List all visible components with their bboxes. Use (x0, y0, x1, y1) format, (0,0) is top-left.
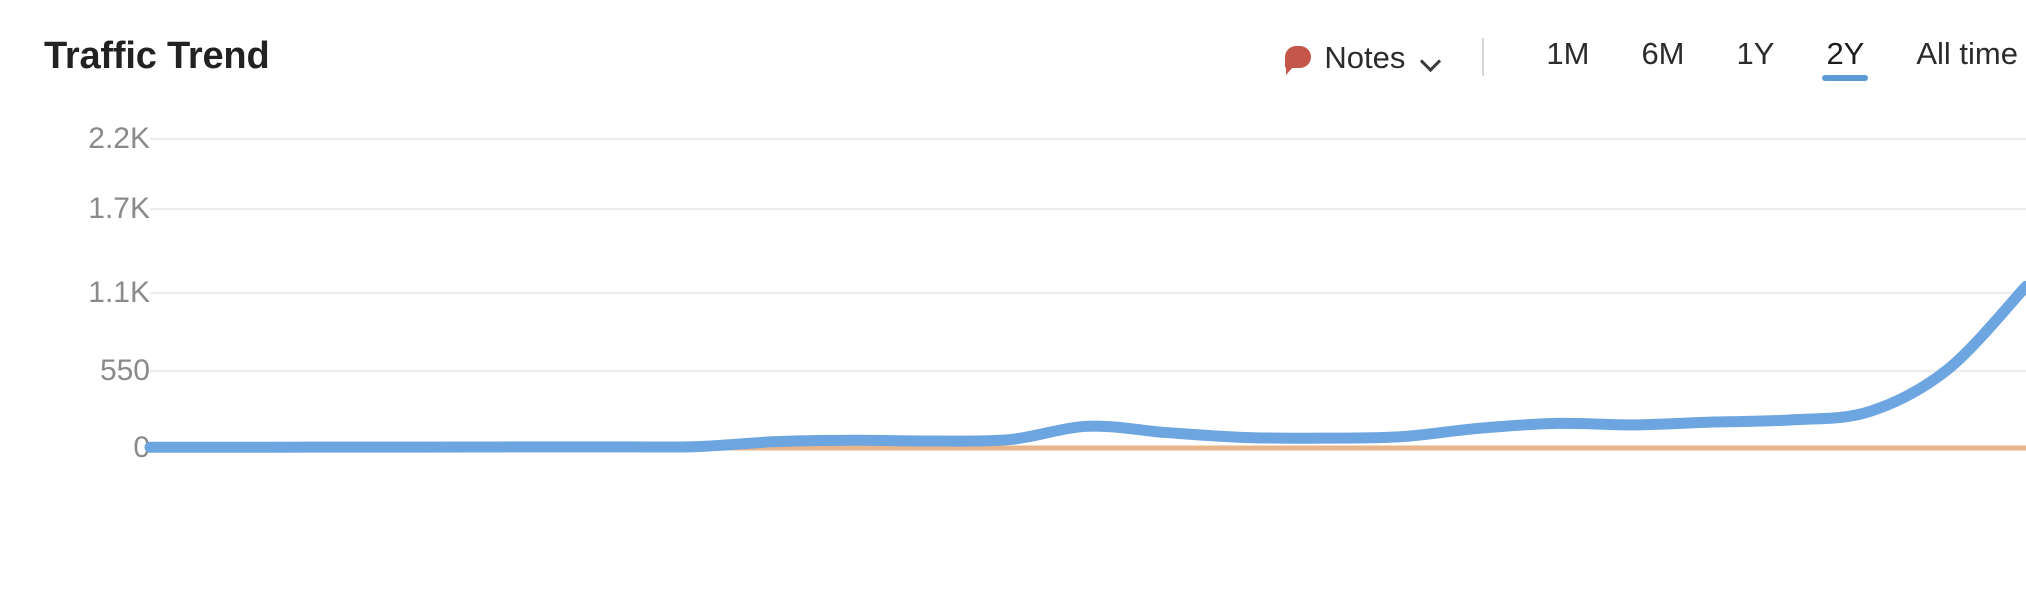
range-option-1m[interactable]: 1M (1546, 35, 1590, 71)
gridline (150, 208, 2026, 211)
page-title: Traffic Trend (44, 35, 270, 77)
y-axis-tick-label: 0 (133, 431, 150, 464)
notes-label: Notes (1324, 39, 1406, 75)
plot-area[interactable] (144, 108, 2026, 453)
y-axis-tick-label: 1.7K (88, 192, 150, 226)
date-range-selector: 1M 6M 1Y 2Y All time (1520, 34, 2026, 81)
traffic-trend-chart[interactable]: 2.2K 1.7K 1.1K 550 0 (0, 108, 2026, 592)
y-axis-tick-label: 1.1K (88, 276, 150, 310)
speech-bubble-icon (1285, 46, 1312, 75)
y-axis: 2.2K 1.7K 1.1K 550 0 (0, 108, 150, 462)
organic-traffic-line (144, 280, 2026, 453)
panel-header: Traffic Trend Notes 1M 6M 1Y 2Y All time (0, 0, 2026, 108)
gridline (150, 292, 2026, 295)
y-axis-tick-label: 550 (99, 353, 150, 387)
gridline (150, 369, 2026, 372)
header-controls: Notes 1M 6M 1Y 2Y All time (1283, 34, 2026, 81)
notes-dropdown[interactable]: Notes (1283, 38, 1442, 77)
range-option-6m[interactable]: 6M (1641, 35, 1685, 71)
chevron-down-icon (1422, 54, 1440, 65)
range-option-1y[interactable]: 1Y (1736, 35, 1775, 71)
y-axis-tick-label: 2.2K (88, 121, 150, 155)
header-divider (1482, 38, 1485, 76)
gridline (150, 137, 2026, 140)
range-option-all-time[interactable]: All time (1916, 35, 2018, 71)
range-option-2y[interactable]: 2Y (1800, 34, 1890, 81)
chart-svg (144, 280, 2026, 453)
